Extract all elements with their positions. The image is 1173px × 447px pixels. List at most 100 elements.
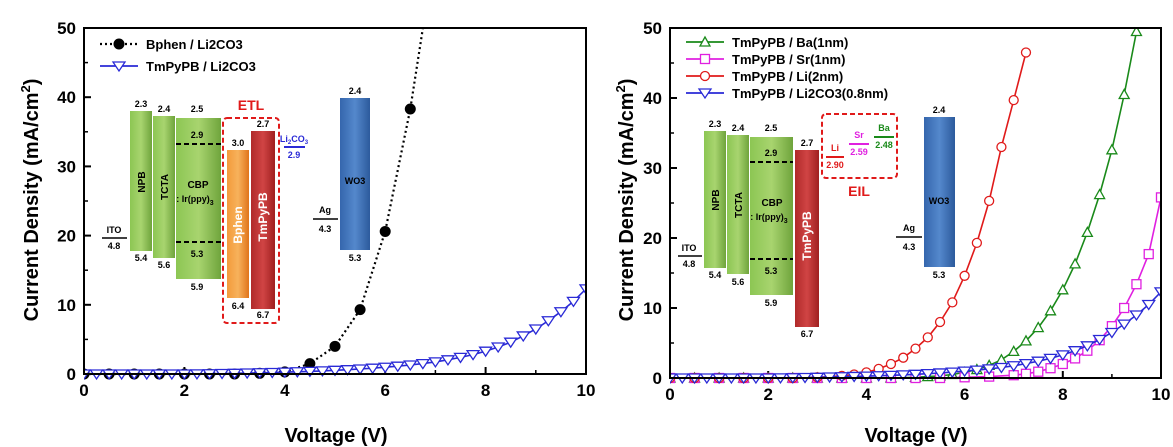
data-point <box>971 237 983 249</box>
x-tick-label: 8 <box>481 381 490 400</box>
data-point <box>1007 345 1020 357</box>
data-point <box>541 316 556 327</box>
data-point <box>957 366 972 378</box>
bphen-name: Bphen <box>231 206 245 243</box>
legend-marker <box>699 53 711 65</box>
wo3-top: 2.4 <box>933 105 946 115</box>
legend-label: TmPyPB / Li2CO3 <box>146 59 256 74</box>
data-point <box>453 352 468 364</box>
data-point <box>428 357 443 369</box>
cbp-block <box>750 137 793 295</box>
ito-label: ITO <box>682 243 697 253</box>
data-point <box>1019 334 1033 346</box>
data-point <box>945 367 960 379</box>
x-tick-label: 2 <box>763 385 772 404</box>
data-point <box>846 371 862 383</box>
data-point <box>1119 302 1130 314</box>
data-point <box>315 366 330 378</box>
left-plot-frame <box>83 27 587 375</box>
y-tick-label: 40 <box>643 89 662 108</box>
data-point <box>995 353 1008 365</box>
cbp-name: CBP <box>761 198 782 209</box>
right-plot-frame <box>669 27 1162 379</box>
tcta-bottom: 5.6 <box>158 260 171 270</box>
data-point <box>1116 319 1132 331</box>
wo3-bottom: 5.3 <box>349 253 362 263</box>
data-point <box>1067 346 1083 357</box>
left-y-axis-label: Current Density (mA/cm2) <box>18 79 43 322</box>
data-point <box>265 367 280 379</box>
li2co3-label: Li2CO3 <box>280 134 309 146</box>
tmpypb-block <box>251 131 275 309</box>
data-point <box>553 307 569 318</box>
data-point <box>1153 287 1161 299</box>
data-point <box>1056 283 1069 295</box>
data-point <box>1055 350 1071 362</box>
data-point <box>327 365 343 377</box>
data-point <box>1129 310 1144 322</box>
data-point <box>352 364 368 376</box>
y-tick-label: 50 <box>57 19 76 38</box>
data-point <box>934 316 946 328</box>
data-point <box>859 371 874 383</box>
y-tick-label: 30 <box>643 159 662 178</box>
right-y-axis-label: Current Density (mA/cm2) <box>613 79 638 322</box>
x-tick-label: 0 <box>665 385 674 404</box>
cbp-dopant-bottom-value: 5.3 <box>191 249 204 259</box>
x-tick-label: 6 <box>380 381 389 400</box>
data-point <box>277 367 293 379</box>
ag-value: 4.3 <box>319 224 332 234</box>
data-point <box>896 370 911 382</box>
data-point <box>996 141 1007 153</box>
data-point <box>390 361 405 373</box>
data-point <box>415 358 431 370</box>
y-tick-label: 30 <box>57 157 76 176</box>
npb-block <box>704 131 726 268</box>
legend-marker <box>697 88 713 100</box>
tcta-block <box>153 116 175 258</box>
data-point <box>932 368 948 380</box>
right-chart: 0 2 4 6 8 10 0 10 20 30 40 50 Voltage (V) Current D… <box>613 19 1170 447</box>
legend-marker <box>111 61 127 73</box>
data-point <box>566 296 581 308</box>
data-point <box>1141 299 1156 311</box>
left-legend: Bphen / Li2CO3 TmPyPB / Li2CO3 <box>100 37 256 74</box>
data-point <box>1118 88 1131 100</box>
wo3-bottom: 5.3 <box>933 270 946 280</box>
legend-marker <box>699 70 711 82</box>
right-energy-diagram: ITO 4.8 2.3 5.4 NPB 2.4 5.6 TCTA 2.5 5.9… <box>678 105 955 339</box>
data-point <box>981 364 997 376</box>
data-point <box>403 360 418 372</box>
data-point <box>1155 192 1161 203</box>
data-point <box>1131 279 1142 290</box>
data-point <box>908 369 923 381</box>
bphen-bottom: 6.4 <box>232 301 245 311</box>
data-point <box>354 304 366 316</box>
data-point <box>1143 248 1154 260</box>
tmpypb-bottom: 6.7 <box>257 310 270 320</box>
data-point <box>1105 143 1119 155</box>
data-point <box>1018 358 1034 370</box>
data-point <box>379 225 391 237</box>
ito-label: ITO <box>107 225 122 235</box>
data-point <box>1031 356 1046 368</box>
wo3-block <box>340 98 370 250</box>
sr-value: 2.59 <box>850 147 868 157</box>
li-label: Li <box>831 143 839 153</box>
ba-value: 2.48 <box>875 140 893 150</box>
data-point <box>377 362 393 374</box>
ba-label: Ba <box>878 123 890 133</box>
data-point <box>920 369 935 380</box>
data-point <box>340 365 355 376</box>
y-tick-label: 0 <box>67 365 76 384</box>
data-point <box>404 103 416 115</box>
series-line <box>84 288 586 375</box>
etl-title: ETL <box>238 97 265 113</box>
legend-marker <box>113 38 125 50</box>
ito-value: 4.8 <box>108 241 121 251</box>
data-point <box>984 195 995 207</box>
legend-label: TmPyPB / Ba(1nm) <box>732 35 848 50</box>
data-point <box>516 331 531 343</box>
data-point <box>1093 188 1106 200</box>
tmpypb-bottom: 6.7 <box>801 329 814 339</box>
